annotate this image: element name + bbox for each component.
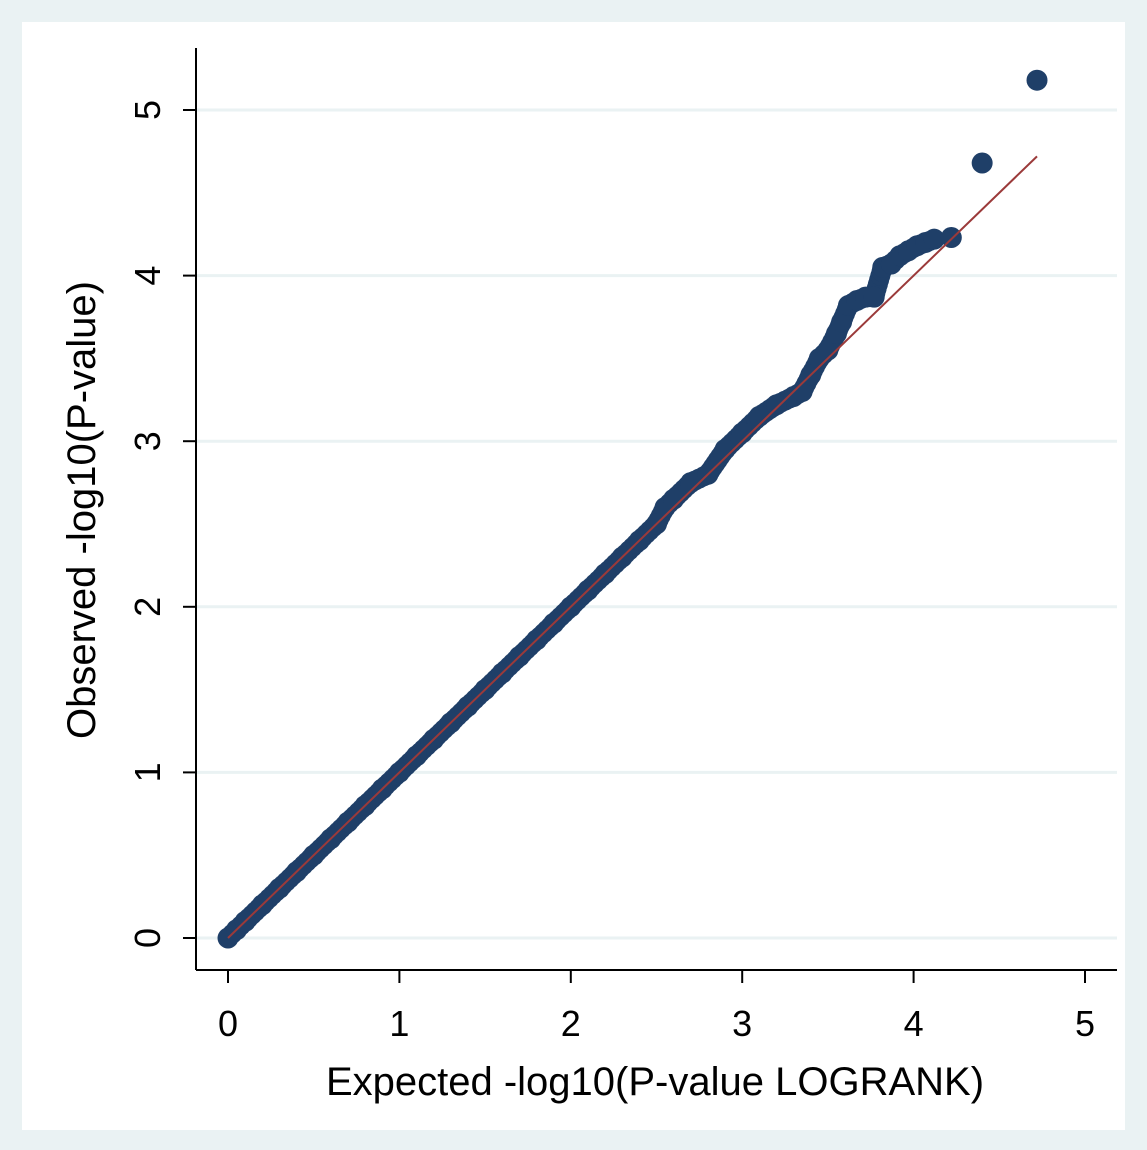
y-tick-label: 4 (127, 266, 168, 286)
reference-line-group (227, 155, 1038, 939)
reference-line (227, 155, 1038, 939)
x-tick-label: 1 (389, 1003, 409, 1044)
x-tick-label: 3 (732, 1003, 752, 1044)
axes (195, 48, 1117, 971)
data-point (714, 438, 736, 460)
data-point (817, 339, 839, 361)
data-point (791, 381, 813, 403)
data-point (940, 227, 962, 249)
y-tick-label: 3 (127, 431, 168, 451)
data-point (748, 405, 770, 427)
data-point (923, 228, 945, 250)
x-tick-label: 5 (1075, 1003, 1095, 1044)
gridlines (197, 108, 1117, 940)
y-axis-title: Observed -log10(P-value) (60, 281, 104, 739)
x-axis-title: Expected -log10(P-value LOGRANK) (326, 1060, 984, 1104)
data-point (731, 422, 753, 444)
y-axis-ticks: 0 1 2 3 4 5 (127, 100, 196, 948)
data-point (971, 152, 993, 174)
x-tick-label: 0 (218, 1003, 238, 1044)
y-tick-label: 5 (127, 100, 168, 120)
data-point (863, 286, 885, 308)
y-tick-label: 0 (127, 928, 168, 948)
x-axis-ticks: 0 1 2 3 4 5 (218, 970, 1095, 1044)
data-point (663, 488, 685, 510)
x-tick-label: 4 (904, 1003, 924, 1044)
x-tick-label: 2 (561, 1003, 581, 1044)
data-point (1026, 69, 1048, 91)
data-point (831, 311, 853, 333)
data-point (680, 472, 702, 494)
graph-region (22, 22, 1125, 1130)
data-point (765, 394, 787, 416)
y-tick-label: 2 (127, 597, 168, 617)
y-tick-label: 1 (127, 762, 168, 782)
